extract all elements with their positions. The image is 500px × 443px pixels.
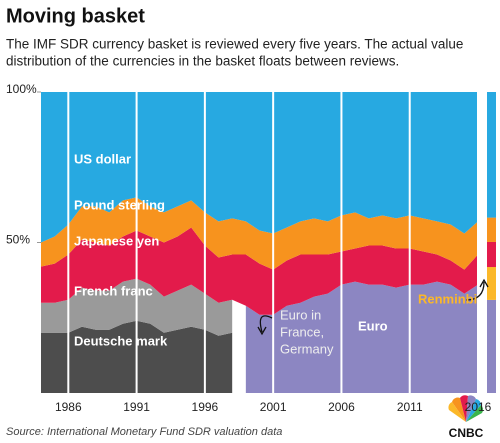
chart-title: Moving basket — [6, 5, 145, 27]
series-label: Pound sterling — [74, 197, 165, 212]
y-tick-label: 100% — [6, 82, 37, 96]
x-tick-label: 2006 — [328, 400, 355, 414]
x-tick-label: 1991 — [123, 400, 150, 414]
series-label: US dollar — [74, 151, 131, 166]
arrow — [259, 315, 273, 333]
annotation: France, — [280, 324, 324, 339]
x-tick-label: 2001 — [260, 400, 287, 414]
area — [41, 92, 478, 243]
annotation: Germany — [280, 341, 334, 356]
basket-segment — [487, 299, 496, 393]
x-tick-label: 1996 — [192, 400, 219, 414]
overlay — [257, 278, 489, 336]
series-label: Deutsche mark — [74, 333, 168, 348]
subtitle: distribution of the currencies in the ba… — [6, 54, 399, 69]
logo: CNBC — [448, 395, 484, 440]
x-tick-label: 2011 — [397, 400, 423, 414]
area — [41, 197, 478, 270]
subtitle: The IMF SDR currency basket is reviewed … — [6, 37, 463, 52]
series-label: Renminbi — [418, 291, 477, 306]
area — [41, 227, 478, 315]
basket-segment — [487, 217, 496, 242]
x-tick-label: 1986 — [55, 400, 82, 414]
logo-text: CNBC — [449, 426, 484, 440]
y-tick-label: 50% — [6, 233, 30, 247]
annotation: Euro in — [280, 307, 321, 322]
source: Source: International Monetary Fund SDR … — [6, 426, 282, 438]
basket-segment — [487, 267, 496, 300]
arrow-head — [479, 278, 489, 288]
plot — [41, 92, 496, 393]
x-tick-label: 2016 — [465, 400, 492, 414]
series-label: Japanese yen — [74, 233, 159, 248]
arrow — [465, 281, 485, 301]
arrow-head — [257, 326, 267, 336]
area — [245, 281, 478, 393]
basket-segment — [487, 241, 496, 268]
series-label: French franc — [74, 283, 153, 298]
series-label: Euro — [358, 318, 388, 333]
basket-segment — [487, 92, 496, 218]
